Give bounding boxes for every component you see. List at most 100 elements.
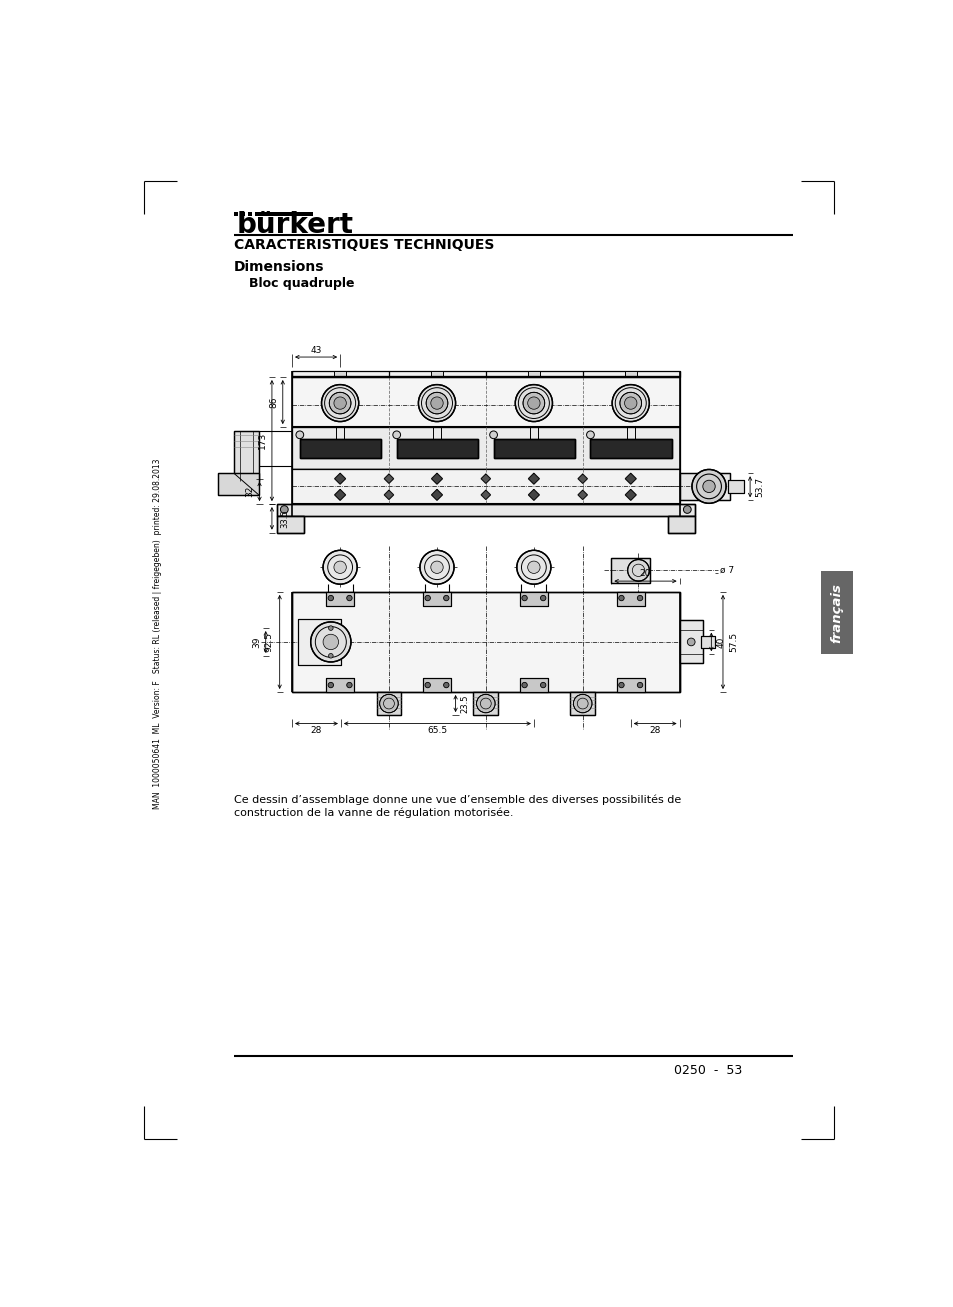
Polygon shape <box>480 474 490 484</box>
Polygon shape <box>384 490 394 499</box>
Circle shape <box>418 384 456 422</box>
Circle shape <box>521 682 527 687</box>
Circle shape <box>624 397 637 409</box>
Bar <box>611 558 649 583</box>
Circle shape <box>393 431 400 439</box>
Bar <box>422 678 451 691</box>
Bar <box>422 678 451 691</box>
Circle shape <box>323 550 356 584</box>
Polygon shape <box>431 473 442 484</box>
Bar <box>700 635 715 648</box>
Text: 173: 173 <box>258 431 267 450</box>
Text: ø 7: ø 7 <box>720 566 733 575</box>
Bar <box>493 439 575 457</box>
Circle shape <box>295 431 303 439</box>
Text: 33.5: 33.5 <box>279 508 289 528</box>
Text: 39: 39 <box>252 637 261 648</box>
Bar <box>233 431 258 481</box>
Text: 53.7: 53.7 <box>755 477 764 497</box>
Bar <box>527 371 539 376</box>
Circle shape <box>637 596 642 601</box>
Circle shape <box>522 392 544 414</box>
Bar <box>679 621 702 664</box>
Text: 0250  -  53: 0250 - 53 <box>674 1064 741 1077</box>
Polygon shape <box>528 490 538 501</box>
Bar <box>617 678 644 691</box>
Bar <box>422 592 451 605</box>
Circle shape <box>328 682 334 687</box>
Text: 57.5: 57.5 <box>728 631 738 652</box>
Circle shape <box>618 596 623 601</box>
Text: français: français <box>829 583 842 643</box>
Bar <box>248 212 252 216</box>
Text: CARACTERISTIQUES TECHNIQUES: CARACTERISTIQUES TECHNIQUES <box>233 238 494 252</box>
Polygon shape <box>528 473 538 484</box>
Bar <box>617 592 644 605</box>
Bar <box>679 473 729 501</box>
Polygon shape <box>431 490 442 501</box>
Bar <box>519 592 547 605</box>
Bar <box>292 592 679 691</box>
Bar <box>241 212 245 216</box>
Circle shape <box>612 384 649 422</box>
Bar <box>298 618 340 665</box>
Text: MAN  1000050641  ML  Version: F   Status: RL (released | freigegeben)  printed: : MAN 1000050641 ML Version: F Status: RL … <box>153 459 162 809</box>
Bar <box>396 439 477 457</box>
Bar <box>218 473 258 495</box>
Polygon shape <box>335 473 345 484</box>
Bar <box>611 558 649 583</box>
Bar <box>299 439 381 457</box>
Text: Bloc quadruple: Bloc quadruple <box>249 277 355 290</box>
Bar <box>292 371 679 376</box>
Circle shape <box>311 622 351 661</box>
Circle shape <box>321 384 358 422</box>
Text: 28: 28 <box>311 725 322 735</box>
Bar <box>473 691 497 715</box>
Bar <box>292 376 679 427</box>
Bar <box>299 439 381 457</box>
Bar <box>679 621 702 664</box>
Bar <box>298 618 340 665</box>
Circle shape <box>323 634 338 650</box>
Bar <box>396 439 477 457</box>
Text: 65.5: 65.5 <box>427 725 447 735</box>
Circle shape <box>426 392 447 414</box>
Circle shape <box>329 392 351 414</box>
Bar <box>617 592 644 605</box>
Circle shape <box>334 561 346 574</box>
Circle shape <box>443 596 449 601</box>
Circle shape <box>686 638 695 646</box>
Circle shape <box>328 626 333 630</box>
Text: Dimensions: Dimensions <box>233 260 324 274</box>
Bar <box>376 691 401 715</box>
Bar <box>292 427 679 469</box>
Bar <box>376 691 401 715</box>
Circle shape <box>424 596 430 601</box>
Bar <box>326 678 354 691</box>
Circle shape <box>379 694 397 712</box>
Bar <box>519 678 547 691</box>
Circle shape <box>419 550 454 584</box>
Bar <box>493 439 575 457</box>
Circle shape <box>515 384 552 422</box>
Bar <box>667 516 695 532</box>
Circle shape <box>489 431 497 439</box>
Circle shape <box>431 561 443 574</box>
Circle shape <box>521 596 527 601</box>
Circle shape <box>424 682 430 687</box>
Bar <box>422 592 451 605</box>
Bar <box>276 516 303 532</box>
Polygon shape <box>384 474 394 484</box>
Polygon shape <box>578 474 587 484</box>
Bar <box>292 592 679 691</box>
Circle shape <box>702 480 715 493</box>
Bar <box>334 371 346 376</box>
Text: 86: 86 <box>269 396 277 408</box>
Bar <box>519 592 547 605</box>
Bar <box>326 592 354 605</box>
Text: 20: 20 <box>639 569 651 578</box>
Circle shape <box>540 596 545 601</box>
Bar <box>254 212 313 216</box>
Text: Ce dessin d’assemblage donne une vue d’ensemble des diverses possibilités de: Ce dessin d’assemblage donne une vue d’e… <box>233 795 680 805</box>
Bar <box>326 592 354 605</box>
